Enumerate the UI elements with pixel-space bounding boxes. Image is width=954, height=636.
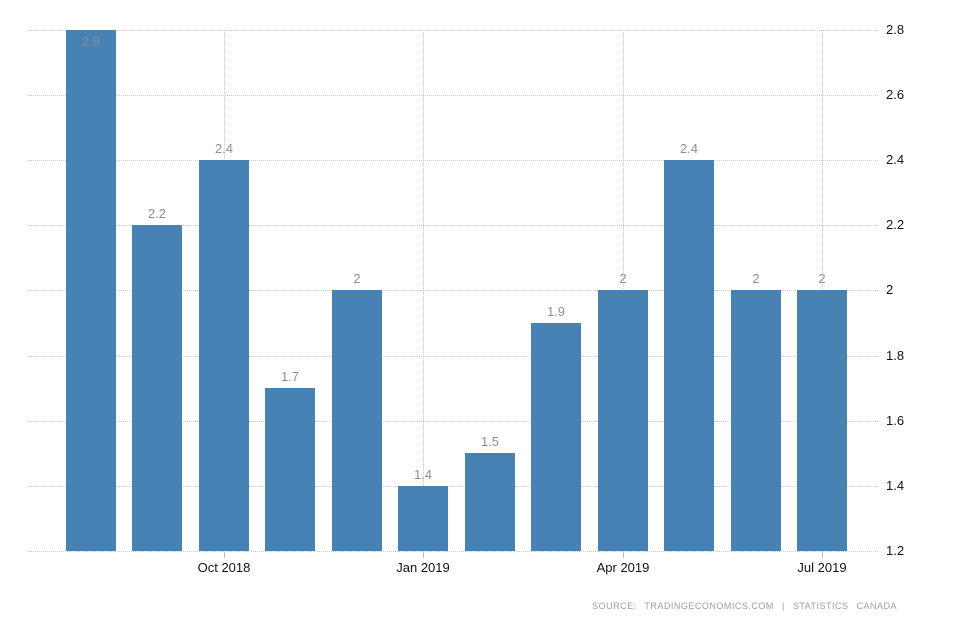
y-axis-tick-label: 1.4	[886, 478, 905, 493]
gridline-horizontal	[28, 290, 878, 291]
bar[interactable]	[465, 453, 515, 551]
x-axis-tick-label: Apr 2019	[596, 560, 650, 575]
source-attribution: SOURCE: TRADINGECONOMICS.COM | STATISTIC…	[592, 601, 897, 611]
bar-value-label: 2.4	[214, 141, 234, 156]
gridline-horizontal	[28, 95, 878, 96]
y-axis-tick-label: 1.8	[886, 348, 905, 363]
x-axis-tick-label: Jan 2019	[396, 560, 450, 575]
bar-value-label: 2.8	[81, 34, 101, 49]
y-axis-tick-label: 2	[886, 282, 894, 297]
bar-value-label: 2	[818, 271, 826, 286]
y-axis-tick-label: 2.6	[886, 87, 905, 102]
x-axis-tick-mark	[423, 552, 424, 558]
bar[interactable]	[199, 160, 249, 551]
x-axis-tick-mark	[822, 552, 823, 558]
y-axis-tick-label: 1.2	[886, 543, 905, 558]
y-axis-tick-label: 2.2	[886, 217, 905, 232]
gridline-horizontal	[28, 486, 878, 487]
y-axis-tick-label: 2.8	[886, 22, 905, 37]
bar[interactable]	[265, 388, 315, 551]
x-axis-tick-label: Jul 2019	[797, 560, 847, 575]
bar[interactable]	[731, 290, 781, 551]
bar[interactable]	[66, 30, 116, 551]
bar[interactable]	[664, 160, 714, 551]
source-prefix-label: SOURCE:	[592, 601, 637, 611]
gridline-horizontal	[28, 551, 878, 552]
bar-value-label: 2	[752, 271, 760, 286]
bar[interactable]	[332, 290, 382, 551]
bar[interactable]	[797, 290, 847, 551]
bar[interactable]	[598, 290, 648, 551]
y-axis-tick-label: 1.6	[886, 413, 905, 428]
bar-value-label: 1.5	[480, 434, 500, 449]
bar-value-label: 2.4	[679, 141, 699, 156]
gridline-vertical	[423, 30, 424, 551]
gridline-horizontal	[28, 356, 878, 357]
gridline-horizontal	[28, 225, 878, 226]
bar-value-label: 2	[619, 271, 627, 286]
bar[interactable]	[398, 486, 448, 551]
source-org-label: STATISTICS CANADA	[792, 601, 897, 611]
gridline-horizontal	[28, 160, 878, 161]
bar-value-label: 1.7	[280, 369, 300, 384]
gridline-horizontal	[28, 30, 878, 31]
x-axis-tick-label: Oct 2018	[197, 560, 251, 575]
bar[interactable]	[132, 225, 182, 551]
y-axis-tick-label: 2.4	[886, 152, 905, 167]
bar[interactable]	[531, 323, 581, 551]
gridline-horizontal	[28, 421, 878, 422]
x-axis-tick-mark	[224, 552, 225, 558]
source-separator: |	[781, 601, 785, 611]
bar-value-label: 1.4	[413, 467, 433, 482]
x-axis-tick-mark	[623, 552, 624, 558]
bar-value-label: 1.9	[546, 304, 566, 319]
tradingeconomics-link[interactable]: TRADINGECONOMICS.COM	[644, 601, 774, 611]
bar-value-label: 2.2	[147, 206, 167, 221]
bar-value-label: 2	[353, 271, 361, 286]
